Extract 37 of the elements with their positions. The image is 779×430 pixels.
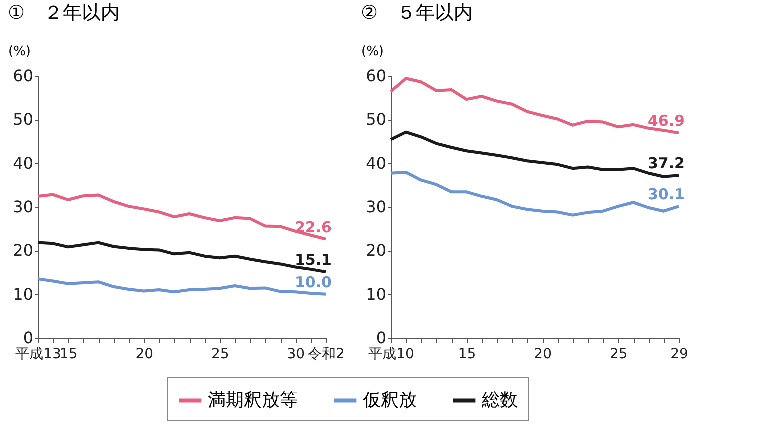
x-tick-label: 30 bbox=[287, 346, 306, 362]
y-tick-label: 50 bbox=[366, 110, 386, 130]
x-tick-label: 25 bbox=[211, 346, 230, 362]
y-tick-label: 50 bbox=[13, 110, 34, 130]
y-tick-label: 30 bbox=[13, 198, 34, 216]
chart-title: ② ５年以内 bbox=[361, 2, 474, 24]
x-tick-label: 平成10 bbox=[368, 346, 414, 362]
y-tick-label: 20 bbox=[366, 241, 386, 260]
data-label: 15.1 bbox=[294, 251, 332, 270]
chart-title: ① ２年以内 bbox=[8, 2, 120, 24]
y-tick-label: 20 bbox=[13, 241, 34, 260]
y-tick-label: 60 bbox=[366, 66, 386, 86]
y-tick-label: 10 bbox=[13, 284, 34, 304]
x-tick-label: 15 bbox=[60, 346, 78, 362]
y-axis-title: (%) bbox=[8, 44, 31, 60]
x-tick-label: 20 bbox=[534, 346, 552, 362]
y-tick-label: 40 bbox=[366, 154, 386, 173]
y-tick-label: 10 bbox=[366, 284, 386, 304]
data-label: 37.2 bbox=[648, 154, 685, 173]
y-tick-label: 40 bbox=[13, 154, 34, 173]
y-axis-title: (%) bbox=[362, 44, 384, 60]
x-tick-label: 20 bbox=[136, 346, 154, 362]
y-tick-label: 0 bbox=[23, 328, 34, 348]
x-tick-label: 29 bbox=[670, 346, 688, 362]
x-tick-label: 令和2 bbox=[308, 346, 345, 362]
x-tick-label: 25 bbox=[610, 346, 628, 362]
y-tick-label: 60 bbox=[13, 66, 34, 86]
data-label: 46.9 bbox=[648, 112, 685, 130]
y-tick-label: 0 bbox=[376, 328, 386, 348]
x-tick-label: 平成13 bbox=[16, 346, 62, 362]
x-tick-label: 15 bbox=[458, 346, 476, 362]
data-label: 10.0 bbox=[294, 273, 332, 292]
y-tick-label: 30 bbox=[366, 198, 386, 216]
data-label: 30.1 bbox=[648, 186, 685, 204]
legend-label: 仮釈放 bbox=[362, 390, 417, 411]
legend-label: 満期釈放等 bbox=[208, 390, 298, 411]
legend-label: 総数 bbox=[481, 390, 518, 411]
